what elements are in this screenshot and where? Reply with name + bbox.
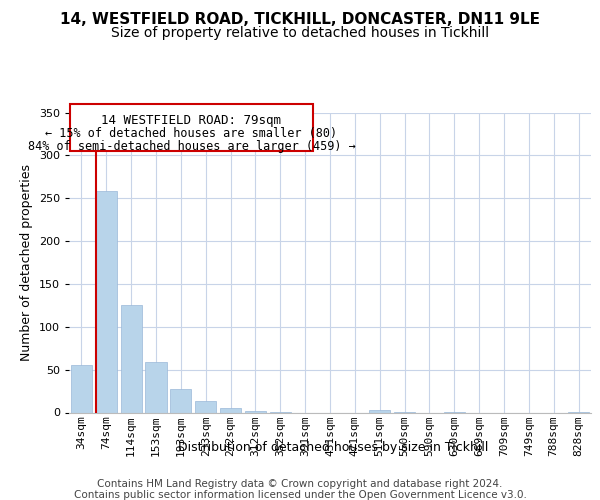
Bar: [121, 304, 142, 412]
Bar: [170, 390, 191, 412]
Bar: [195, 402, 216, 412]
Text: ← 15% of detached houses are smaller (80): ← 15% of detached houses are smaller (80…: [46, 127, 337, 140]
Text: Contains public sector information licensed under the Open Government Licence v3: Contains public sector information licen…: [74, 490, 526, 500]
Text: Contains HM Land Registry data © Crown copyright and database right 2024.: Contains HM Land Registry data © Crown c…: [97, 479, 503, 489]
Text: 14, WESTFIELD ROAD, TICKHILL, DONCASTER, DN11 9LE: 14, WESTFIELD ROAD, TICKHILL, DONCASTER,…: [60, 12, 540, 28]
Bar: [220, 408, 241, 412]
Text: 84% of semi-detached houses are larger (459) →: 84% of semi-detached houses are larger (…: [28, 140, 355, 153]
Bar: [71, 366, 92, 412]
Text: Size of property relative to detached houses in Tickhill: Size of property relative to detached ho…: [111, 26, 489, 40]
Bar: [369, 410, 390, 412]
Y-axis label: Number of detached properties: Number of detached properties: [20, 164, 33, 361]
Text: Distribution of detached houses by size in Tickhill: Distribution of detached houses by size …: [178, 441, 488, 454]
Text: 14 WESTFIELD ROAD: 79sqm: 14 WESTFIELD ROAD: 79sqm: [101, 114, 281, 127]
Bar: [245, 411, 266, 412]
Bar: [70, 104, 313, 151]
Bar: [96, 192, 117, 412]
Bar: [145, 362, 167, 412]
